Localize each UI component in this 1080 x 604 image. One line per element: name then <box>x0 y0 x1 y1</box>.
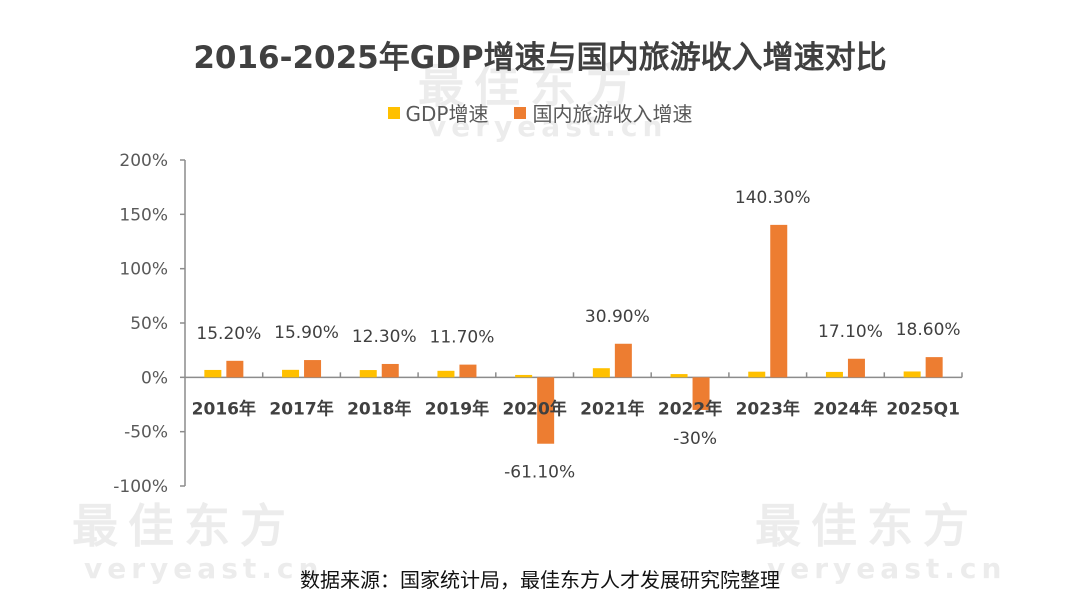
watermark-en-text: veryeast.cn <box>84 552 324 585</box>
data-label: 17.10% <box>818 322 883 342</box>
bar-gdp <box>359 370 377 378</box>
x-tick-label: 2020年 <box>502 398 566 419</box>
bar-gdp <box>592 368 610 378</box>
legend: GDP增速 国内旅游收入增速 <box>0 98 1080 127</box>
y-tick-label: 0% <box>141 368 168 388</box>
x-tick-label: 2024年 <box>813 398 877 419</box>
data-label: 12.30% <box>352 327 417 347</box>
data-label: 140.30% <box>735 188 811 208</box>
watermark-top: 最佳东方 veryeast.cn <box>418 50 667 143</box>
bar-tourism <box>692 377 710 410</box>
bar-tourism <box>925 357 943 378</box>
data-label: -61.10% <box>504 463 575 483</box>
data-label: 15.20% <box>196 324 261 344</box>
x-tick-label: 2022年 <box>658 398 722 419</box>
watermark-cn-text: 最佳东方 <box>72 499 296 553</box>
source-note: 数据来源：国家统计局，最佳东方人才发展研究院整理 <box>300 568 780 592</box>
bar-tourism <box>847 358 865 378</box>
watermark-en-text: veryeast.cn <box>767 552 1007 585</box>
legend-swatch-gdp <box>387 106 400 119</box>
x-tick-label: 2019年 <box>425 398 489 419</box>
bar-gdp <box>204 369 222 378</box>
legend-label-gdp: GDP增速 <box>405 102 489 126</box>
watermark-cn-text: 最佳东方 <box>418 59 642 113</box>
legend-swatch-tourism <box>514 106 527 119</box>
watermark-bottom-right: 最佳东方 veryeast.cn <box>755 490 1006 585</box>
x-tick-label: 2021年 <box>580 398 644 419</box>
x-tick-label: 2016年 <box>192 398 256 419</box>
bar-gdp <box>515 374 533 378</box>
data-label: 15.90% <box>274 323 339 343</box>
y-tick-label: 200% <box>119 151 168 171</box>
bar-tourism <box>304 360 322 378</box>
legend-item-gdp: GDP增速 <box>387 98 489 127</box>
watermark-en-text: veryeast.cn <box>428 110 668 143</box>
bar-tourism <box>381 363 399 378</box>
y-tick-label: 50% <box>130 314 168 334</box>
watermark-bottom-left: 最佳东方 veryeast.cn <box>72 490 323 585</box>
watermark-cn-text: 最佳东方 <box>755 499 979 553</box>
bar-gdp <box>670 374 688 378</box>
bar-gdp <box>282 369 300 378</box>
chart-title: 2016-2025年GDP增速与国内旅游收入增速对比 <box>193 40 887 76</box>
data-label: 18.60% <box>896 320 961 340</box>
x-tick-label: 2025Q1 <box>886 399 960 419</box>
bar-tourism <box>459 364 477 378</box>
y-tick-label: 100% <box>119 260 168 280</box>
x-tick-label: 2023年 <box>736 398 800 419</box>
bar-gdp <box>748 371 766 378</box>
y-tick-label: 150% <box>119 205 168 225</box>
bar-gdp <box>903 371 921 378</box>
bar-tourism <box>537 377 555 444</box>
bar-tourism <box>614 343 632 378</box>
bar-tourism <box>770 224 788 378</box>
data-label: 11.70% <box>430 328 495 348</box>
legend-label-tourism: 国内旅游收入增速 <box>532 102 693 126</box>
bar-gdp <box>437 370 455 378</box>
y-tick-label: -50% <box>124 423 168 443</box>
x-tick-label: 2017年 <box>269 398 333 419</box>
x-tick-label: 2018年 <box>347 398 411 419</box>
y-tick-label: -100% <box>113 477 168 497</box>
data-label: -30% <box>673 429 717 449</box>
legend-item-tourism: 国内旅游收入增速 <box>514 98 692 127</box>
bar-gdp <box>825 371 843 378</box>
bar-tourism <box>226 360 244 378</box>
data-label: 30.90% <box>585 307 650 327</box>
